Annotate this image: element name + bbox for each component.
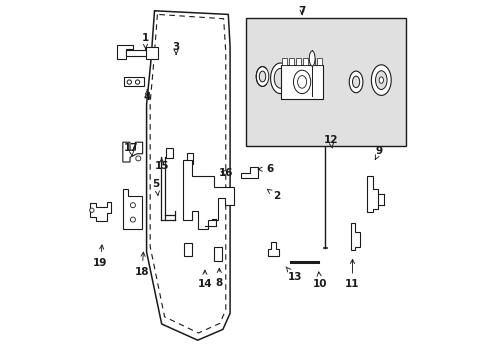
Circle shape <box>127 80 131 84</box>
Text: 14: 14 <box>197 270 212 289</box>
Bar <box>317 58 322 65</box>
Circle shape <box>135 80 140 84</box>
Polygon shape <box>89 202 111 221</box>
Ellipse shape <box>309 51 314 66</box>
Bar <box>295 58 301 65</box>
Polygon shape <box>241 167 258 178</box>
Ellipse shape <box>256 67 268 86</box>
Polygon shape <box>267 242 278 256</box>
Text: 12: 12 <box>323 135 338 148</box>
Polygon shape <box>166 148 172 158</box>
Ellipse shape <box>348 71 362 93</box>
Text: 2: 2 <box>267 189 280 201</box>
Ellipse shape <box>375 71 386 90</box>
Ellipse shape <box>270 63 290 94</box>
Text: 13: 13 <box>285 267 302 282</box>
Text: 7: 7 <box>298 6 305 16</box>
Ellipse shape <box>274 68 286 88</box>
Circle shape <box>89 208 94 212</box>
Text: 18: 18 <box>134 252 149 277</box>
Polygon shape <box>186 153 192 164</box>
Text: 10: 10 <box>312 272 326 289</box>
Text: 3: 3 <box>172 42 180 55</box>
Polygon shape <box>183 160 233 229</box>
Circle shape <box>136 156 141 161</box>
Polygon shape <box>117 45 133 59</box>
Ellipse shape <box>297 76 306 88</box>
Polygon shape <box>350 223 359 250</box>
Bar <box>310 58 315 65</box>
Text: 17: 17 <box>123 143 138 156</box>
Text: 9: 9 <box>374 146 382 159</box>
Circle shape <box>130 203 135 208</box>
Ellipse shape <box>259 71 265 82</box>
Text: 6: 6 <box>258 164 273 174</box>
Polygon shape <box>366 176 377 212</box>
Circle shape <box>130 217 135 222</box>
Text: 8: 8 <box>215 269 223 288</box>
Text: 4: 4 <box>143 89 151 102</box>
Polygon shape <box>213 247 222 261</box>
Polygon shape <box>122 142 142 162</box>
Text: 11: 11 <box>345 260 359 289</box>
Bar <box>288 58 293 65</box>
Polygon shape <box>122 189 142 229</box>
Polygon shape <box>145 47 158 59</box>
Ellipse shape <box>293 70 310 94</box>
Polygon shape <box>125 50 149 56</box>
Text: 5: 5 <box>152 179 160 195</box>
Text: 16: 16 <box>219 168 233 178</box>
Text: 19: 19 <box>93 245 107 268</box>
Ellipse shape <box>352 76 359 88</box>
Bar <box>246 18 406 146</box>
Bar <box>281 65 322 99</box>
Bar <box>303 58 307 65</box>
Bar <box>281 58 286 65</box>
Ellipse shape <box>371 65 390 95</box>
Text: 1: 1 <box>142 33 149 49</box>
Polygon shape <box>123 77 143 86</box>
Text: 15: 15 <box>154 158 169 171</box>
Polygon shape <box>184 243 192 256</box>
Ellipse shape <box>378 77 383 84</box>
